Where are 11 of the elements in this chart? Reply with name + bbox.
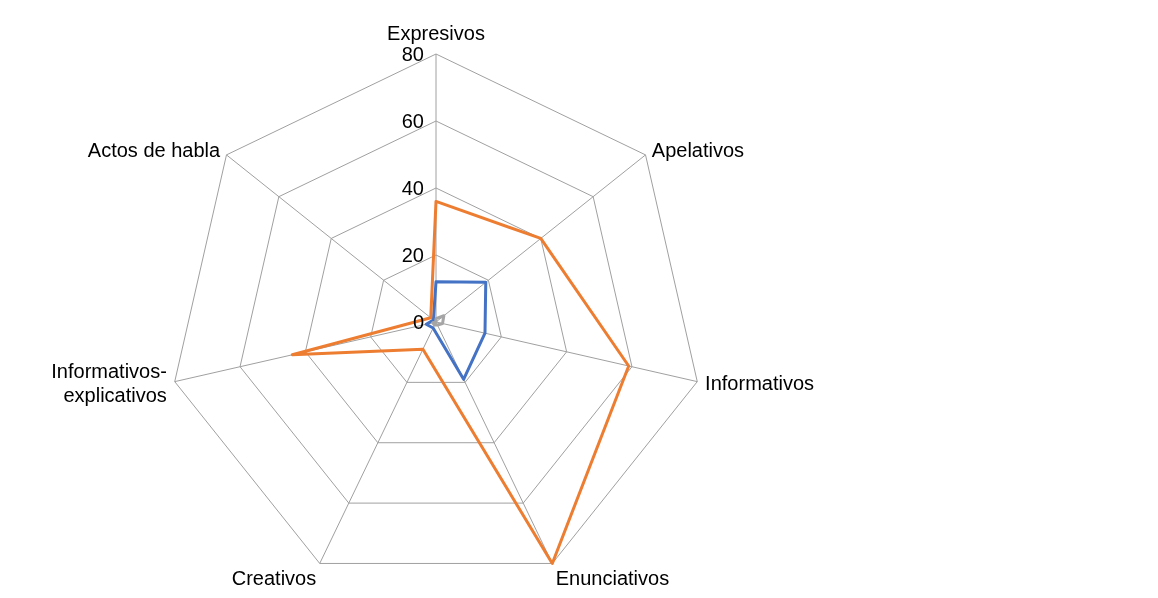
y-tick-label: 60 <box>401 110 424 132</box>
spoke-label: Apelativos <box>651 138 745 161</box>
y-tick-label: 20 <box>401 244 424 266</box>
y-tick-label: 80 <box>401 43 424 65</box>
spoke-label: Expresivos <box>387 21 485 44</box>
spoke-label: Informativos-explicativos <box>51 360 167 407</box>
y-tick-label: 40 <box>401 177 424 199</box>
spoke-label: Creativos <box>231 566 317 589</box>
spoke-label: Actos de habla <box>87 138 222 161</box>
spoke-label: Informativos <box>705 372 815 395</box>
spoke-label: Enunciativos <box>555 566 670 589</box>
